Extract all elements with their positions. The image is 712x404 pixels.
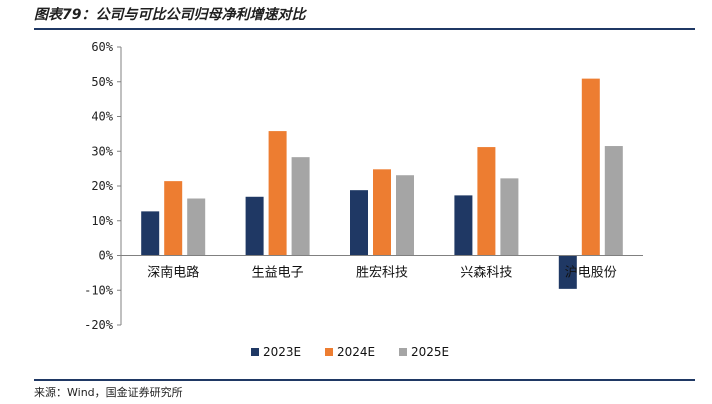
legend-label: 2025E bbox=[411, 345, 449, 359]
y-tick-label: 50% bbox=[91, 75, 113, 89]
bar bbox=[373, 169, 391, 256]
y-tick-label: 40% bbox=[91, 110, 113, 124]
y-tick-label: 10% bbox=[91, 214, 113, 228]
bar bbox=[581, 78, 600, 256]
bar bbox=[245, 196, 264, 256]
bar bbox=[164, 181, 183, 256]
bar bbox=[291, 157, 310, 256]
source-note: 来源：Wind，国金证券研究所 bbox=[34, 386, 183, 399]
category-label: 沪电股份 bbox=[565, 265, 617, 281]
legend-swatch bbox=[399, 348, 407, 356]
bar bbox=[477, 147, 496, 256]
y-tick-label: -10% bbox=[84, 283, 114, 297]
category-label: 深南电路 bbox=[147, 265, 199, 281]
bar bbox=[187, 198, 206, 256]
top-rule bbox=[34, 28, 695, 30]
legend-swatch bbox=[251, 348, 259, 356]
category-label: 兴森科技 bbox=[460, 266, 512, 281]
y-tick-label: 30% bbox=[91, 144, 113, 158]
y-tick-label: -20% bbox=[84, 318, 114, 332]
legend-swatch bbox=[325, 348, 333, 356]
chart-title: 图表79：公司与可比公司归母净利增速对比 bbox=[34, 7, 306, 23]
bar bbox=[268, 131, 287, 256]
y-tick-label: 0% bbox=[99, 249, 114, 263]
bar bbox=[500, 178, 519, 256]
bar bbox=[141, 211, 160, 256]
y-tick-label: 60% bbox=[91, 40, 113, 54]
bar bbox=[350, 190, 368, 256]
legend-label: 2023E bbox=[263, 345, 301, 359]
bottom-rule bbox=[34, 379, 695, 381]
bar bbox=[558, 255, 577, 289]
category-label: 生益电子 bbox=[252, 266, 304, 281]
bar bbox=[454, 195, 473, 256]
bar bbox=[604, 146, 623, 256]
y-tick-label: 20% bbox=[91, 179, 113, 193]
bar bbox=[396, 175, 414, 256]
legend-label: 2024E bbox=[337, 345, 375, 359]
category-label: 胜宏科技 bbox=[356, 266, 408, 281]
